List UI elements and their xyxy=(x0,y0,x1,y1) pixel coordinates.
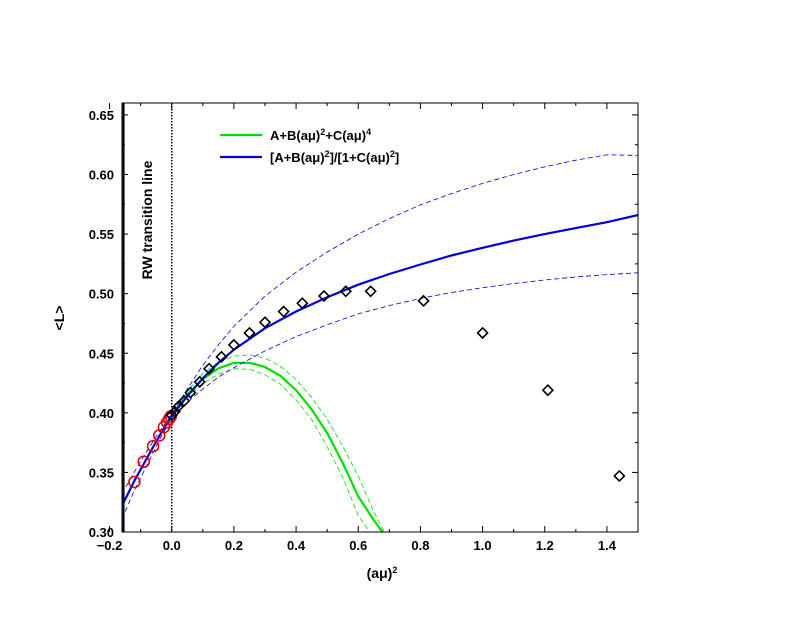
y-axis-title: <L> xyxy=(51,306,67,331)
y-tick-label-2: 0.40 xyxy=(89,406,114,421)
legend-entry-1-part-3: 2 xyxy=(390,149,395,159)
legend-entry-1-part-4: ] xyxy=(395,150,399,165)
x-tick-label-3: 0.4 xyxy=(287,538,306,553)
y-tick-label-4: 0.50 xyxy=(89,287,114,302)
series-2-point-2 xyxy=(146,439,160,453)
series-0-band-lower xyxy=(171,368,371,532)
series-3-point-17 xyxy=(476,326,489,340)
series-3-point-14 xyxy=(339,285,352,298)
plot-content xyxy=(122,103,638,532)
y-tick-label-0: 0.30 xyxy=(89,525,114,540)
series-3-point-12 xyxy=(296,297,309,310)
series-3-point-8 xyxy=(227,338,241,352)
series-0-band-upper xyxy=(171,354,385,532)
series-3-point-9 xyxy=(243,326,256,340)
series-3-point-7 xyxy=(215,350,228,363)
series-3-point-16 xyxy=(417,294,430,307)
legend-entry-0-part-1: 2 xyxy=(320,127,325,137)
x-tick-label-8: 1.4 xyxy=(598,538,617,553)
legend-entry-1-part-2: ]/[1+C(aμ) xyxy=(330,150,390,165)
series-3-point-15 xyxy=(364,285,377,298)
series-1-line xyxy=(122,213,638,507)
y-tick-label-1: 0.35 xyxy=(89,465,114,480)
series-3-point-4 xyxy=(184,386,197,399)
series-2-point-0 xyxy=(128,475,141,489)
x-axis-title: (aμ)2 xyxy=(367,565,398,581)
series-3-point-5 xyxy=(193,375,206,388)
series-3-point-13 xyxy=(317,289,331,303)
series-3-point-6 xyxy=(202,362,216,375)
legend: A+B(aμ)2+C(aμ)4[A+B(aμ)2]/[1+C(aμ)2] xyxy=(220,127,399,165)
series-0-line xyxy=(170,361,384,532)
series-3-point-11 xyxy=(277,305,290,318)
x-tick-label-1: 0.0 xyxy=(163,538,181,553)
x-axis-title-sup: 2 xyxy=(392,565,397,575)
y-tick-label-3: 0.45 xyxy=(89,346,114,361)
y-tick-label-6: 0.60 xyxy=(89,168,114,183)
x-tick-label-6: 1.0 xyxy=(474,538,492,553)
series-3-point-1 xyxy=(168,405,181,418)
series-3-point-0 xyxy=(165,409,178,422)
x-axis: −0.2 0.0 0.2 0.4 0.6 0.8 1.0 1.2 1.4 xyxy=(97,103,639,553)
series-3-point-18 xyxy=(541,384,554,397)
series-3-point-2 xyxy=(171,400,185,414)
y-tick-label-7: 0.65 xyxy=(89,108,114,123)
x-tick-label-0: −0.2 xyxy=(97,538,123,553)
x-tick-label-4: 0.6 xyxy=(349,538,367,553)
series-3-point-3 xyxy=(178,394,191,408)
x-tick-label-2: 0.2 xyxy=(225,538,243,553)
legend-entry-0-part-2: +C(aμ) xyxy=(325,128,366,143)
x-axis-title-base: (aμ) xyxy=(367,565,393,581)
legend-entry-0-part-0: A+B(aμ) xyxy=(270,128,320,143)
x-tick-label-5: 0.8 xyxy=(411,538,429,553)
series-1-band-lower xyxy=(122,272,638,520)
rw-transition-annotation: RW transition line xyxy=(139,160,155,279)
legend-entry-1-part-1: 2 xyxy=(325,149,330,159)
x-tick-label-7: 1.2 xyxy=(536,538,554,553)
y-axis: 0.30 0.35 0.40 0.45 0.50 0.55 0.60 0.65 xyxy=(89,108,638,540)
series-3-point-10 xyxy=(258,316,272,329)
series-2-point-1 xyxy=(137,455,151,468)
legend-entry-0-part-3: 4 xyxy=(366,127,371,137)
legend-entry-1-part-0: [A+B(aμ) xyxy=(270,150,325,165)
y-tick-label-5: 0.55 xyxy=(89,227,114,242)
plot-frame xyxy=(121,102,639,533)
legend-entry-1: [A+B(aμ)2]/[1+C(aμ)2] xyxy=(270,149,399,165)
series-3-point-19 xyxy=(613,469,626,483)
legend-entry-0: A+B(aμ)2+C(aμ)4 xyxy=(270,127,371,143)
